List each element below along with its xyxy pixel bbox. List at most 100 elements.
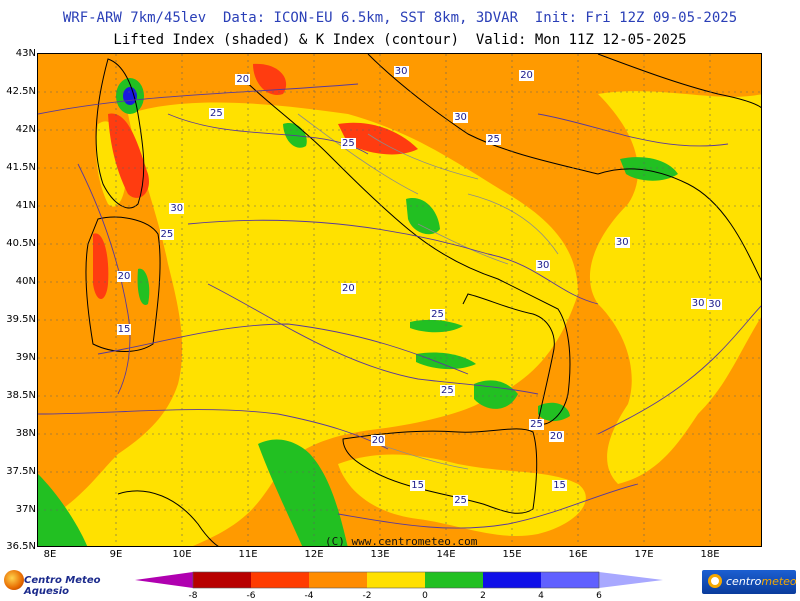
colorbar-cell-5	[425, 572, 483, 588]
logo-right-word-1: centro	[726, 575, 762, 588]
k-index-label: 20	[341, 282, 356, 294]
k-contour-8	[597, 305, 761, 435]
lon-label-9E: 9E	[109, 549, 123, 560]
k-index-contours	[38, 83, 761, 529]
colorbar-tick-2: 2	[480, 591, 486, 601]
k-contour-1	[38, 83, 359, 115]
k-index-label: 25	[453, 495, 468, 507]
k-index-label: 25	[159, 229, 175, 241]
k-contour-7	[337, 483, 639, 529]
lon-label-17E: 17E	[634, 549, 654, 560]
coast-sicily	[342, 428, 538, 514]
copyright-text: (C) www.centrometeo.com	[325, 535, 478, 548]
k-index-label: 15	[410, 480, 426, 492]
map-title: WRF-ARW 7km/45lev Data: ICON-EU 6.5km, S…	[62, 10, 738, 26]
border-1	[297, 113, 419, 195]
colorbar-tick-minus2: -2	[362, 591, 372, 601]
lifted-index-colorbar	[135, 571, 663, 589]
lon-label-16E: 16E	[568, 549, 588, 560]
colorbar-cell-7	[541, 572, 599, 588]
colorbar-tick-0: 0	[422, 591, 428, 601]
centrometeo-logo: centrometeo	[702, 570, 797, 594]
li-field-yellow-east	[590, 91, 761, 484]
k-index-label: 30	[393, 66, 409, 77]
li-field-green-gulf	[620, 157, 678, 181]
colorbar-tick-minus4: -4	[304, 591, 314, 601]
colorbar-tick-minus8: -8	[188, 591, 198, 601]
k-index-label: 30	[169, 202, 185, 214]
colorbar-tick-minus6: -6	[246, 591, 256, 601]
coast-tunisia	[117, 490, 219, 546]
k-index-label: 25	[529, 419, 544, 431]
lat-label-39N: 39N	[15, 352, 36, 363]
border-3	[467, 193, 559, 255]
colorbar-arrow-right	[599, 572, 663, 588]
lat-label-37N: 37N	[15, 504, 36, 515]
logo-left-text: Centro Meteo Aquesio	[24, 575, 101, 597]
k-index-label: 25	[430, 309, 445, 321]
lat-label-38.5N: 38.5N	[6, 390, 36, 401]
li-field-green-sardinia	[137, 268, 150, 305]
k-index-label: 25	[341, 138, 356, 150]
region-borders	[297, 113, 559, 470]
k-contour-6	[38, 409, 389, 450]
li-field-yellow-south	[338, 454, 586, 537]
border-5	[377, 443, 469, 470]
lon-label-13E: 13E	[370, 549, 390, 560]
lat-label-41.5N: 41.5N	[6, 162, 36, 173]
border-2	[367, 133, 479, 180]
li-field-red-sardinia	[93, 233, 109, 299]
k-contour-5	[207, 283, 539, 395]
colorbar-tick-4: 4	[538, 591, 544, 601]
k-contour-10	[77, 163, 131, 395]
li-field-red-north	[338, 122, 418, 155]
k-contour-4	[97, 323, 469, 375]
lon-label-8E: 8E	[43, 549, 57, 560]
k-index-label: 30	[614, 237, 630, 248]
colorbar-outline	[192, 571, 600, 589]
li-field-green-sicily	[258, 439, 348, 546]
k-index-label: 25	[209, 107, 224, 119]
li-field-green-messina	[538, 402, 570, 422]
ring-logo-icon	[708, 574, 722, 588]
colorbar-cell-3	[309, 572, 367, 588]
colorbar-tick-6: 6	[596, 591, 602, 601]
coastlines	[85, 54, 761, 546]
colorbar-cell-1	[193, 572, 251, 588]
k-index-label: 30	[535, 259, 551, 271]
k-index-label: 20	[235, 73, 251, 85]
k-index-label: 25	[440, 385, 455, 397]
logo-right-word-2: meteo	[761, 575, 797, 588]
k-index-label: 30	[690, 297, 706, 309]
logo-right-text: centrometeo	[726, 575, 797, 588]
centro-meteo-aquesio-logo: Centro Meteo Aquesio	[4, 570, 124, 597]
k-index-label: 20	[116, 271, 132, 283]
li-field-red-tuscany	[253, 63, 287, 95]
map-subtitle: Lifted Index (shaded) & K Index (contour…	[113, 32, 687, 48]
lat-label-42.5N: 42.5N	[6, 86, 36, 97]
coast-sardinia	[85, 216, 161, 352]
k-contour-3	[187, 219, 599, 305]
lon-label-14E: 14E	[436, 549, 456, 560]
border-4	[417, 223, 509, 265]
li-field-green-campania	[406, 198, 440, 235]
lat-label-43N: 43N	[15, 48, 36, 59]
k-contour-9	[537, 113, 729, 147]
colorbar-arrow-left	[135, 572, 193, 588]
k-index-label: 30	[453, 111, 468, 123]
k-index-label: 25	[486, 134, 501, 146]
lon-label-18E: 18E	[700, 549, 720, 560]
lat-label-41N: 41N	[15, 200, 36, 211]
k-index-label: 20	[519, 69, 534, 81]
li-field-red-corsica	[108, 113, 149, 198]
map-canvas	[38, 54, 761, 546]
lat-label-40.5N: 40.5N	[6, 238, 36, 249]
lat-label-38N: 38N	[15, 428, 36, 439]
colorbar-cell-4	[367, 572, 425, 588]
li-field-blue-core	[123, 87, 137, 105]
lon-label-10E: 10E	[172, 549, 192, 560]
k-index-label: 15	[552, 480, 567, 492]
lon-label-11E: 11E	[238, 549, 258, 560]
lat-label-36.5N: 36.5N	[6, 541, 36, 552]
lat-label-40N: 40N	[15, 276, 36, 287]
